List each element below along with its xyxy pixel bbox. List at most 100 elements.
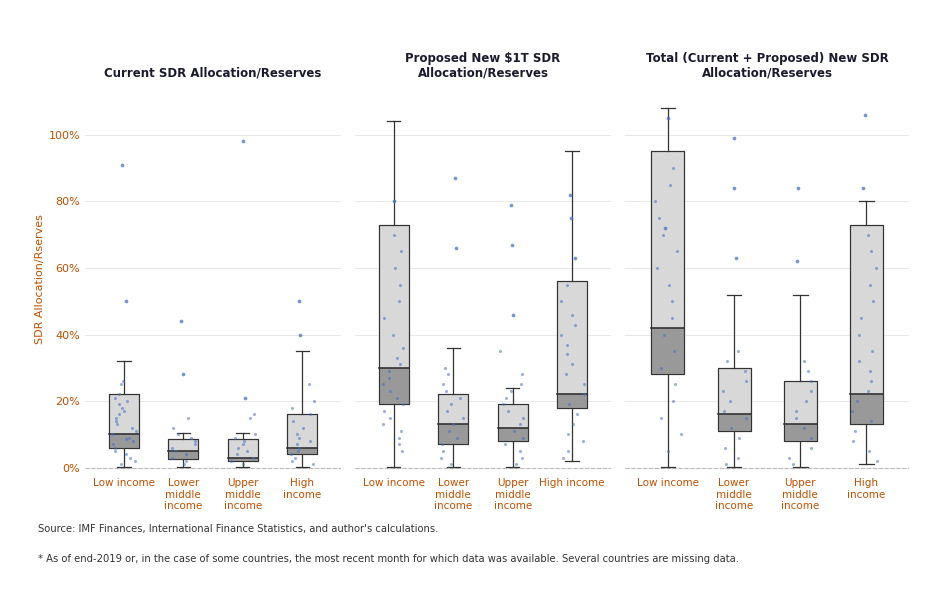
Point [577, 390, 592, 399]
Point [175, 370, 190, 379]
Point [649, 263, 664, 273]
Point [108, 443, 123, 453]
Point [391, 296, 406, 306]
Point [180, 413, 195, 422]
Point [861, 230, 876, 239]
Point [128, 426, 143, 436]
Point [845, 406, 860, 416]
Bar [109, 395, 139, 448]
Point [109, 419, 124, 429]
Point [176, 459, 191, 469]
Bar [109, 395, 139, 448]
Point [387, 263, 402, 273]
Point [668, 379, 683, 389]
Point [382, 386, 397, 396]
Point [434, 453, 449, 462]
Point [849, 396, 865, 406]
Point [560, 350, 575, 359]
Point [448, 173, 463, 183]
Point [509, 459, 524, 469]
Point [648, 196, 663, 206]
Point [663, 180, 678, 190]
Point [803, 376, 818, 386]
Point [739, 413, 754, 422]
Point [851, 356, 867, 366]
Point [168, 446, 183, 456]
Bar [438, 395, 468, 444]
Point [295, 423, 311, 433]
Point [391, 439, 406, 449]
Point [726, 133, 742, 143]
Point [111, 390, 126, 399]
Bar [557, 281, 587, 408]
Point [302, 410, 317, 419]
Point [125, 423, 140, 433]
Point [553, 296, 568, 306]
Bar [438, 424, 468, 444]
Point [383, 413, 398, 422]
Point [456, 413, 471, 422]
Point [863, 416, 878, 426]
Point [739, 376, 754, 386]
Bar [379, 225, 409, 404]
Point [513, 379, 528, 389]
Point [664, 296, 679, 306]
Bar [498, 404, 527, 441]
Point [665, 396, 680, 406]
Bar [379, 225, 409, 404]
Point [505, 240, 520, 250]
Point [230, 443, 245, 453]
Point [118, 450, 134, 459]
Point [119, 396, 134, 406]
Point [865, 346, 880, 356]
Point [655, 230, 670, 239]
Bar [718, 368, 751, 431]
Point [245, 453, 260, 462]
Point [567, 253, 582, 263]
Title: Current SDR Allocation/Reserves: Current SDR Allocation/Reserves [104, 67, 322, 79]
Bar [783, 381, 816, 441]
Point [223, 456, 239, 466]
Point [664, 313, 679, 323]
Point [863, 280, 878, 290]
Point [674, 430, 689, 439]
Point [660, 446, 675, 456]
Point [576, 379, 591, 389]
Point [860, 386, 875, 396]
Point [732, 433, 747, 442]
Point [515, 413, 530, 422]
Point [564, 310, 580, 319]
Point [505, 310, 520, 319]
Point [377, 406, 392, 416]
Point [796, 356, 812, 366]
Point [292, 443, 307, 453]
Point [512, 446, 527, 456]
Point [115, 403, 130, 413]
Point [716, 386, 731, 396]
Point [848, 426, 863, 436]
Point [104, 430, 119, 439]
Bar [228, 458, 258, 461]
Point [125, 436, 140, 446]
Point [720, 356, 735, 366]
Point [301, 379, 316, 389]
Point [513, 419, 528, 429]
Point [653, 363, 669, 373]
Point [727, 183, 742, 193]
Point [555, 453, 570, 462]
Point [730, 453, 745, 462]
Text: Source: IMF Finances, International Finance Statistics, and author's calculation: Source: IMF Finances, International Fina… [38, 524, 438, 534]
Bar [652, 152, 685, 375]
Bar [169, 439, 198, 459]
Point [292, 296, 307, 306]
Point [105, 439, 120, 449]
Point [563, 190, 578, 199]
Point [804, 443, 819, 453]
Title: Total (Current + Proposed) New SDR
Allocation/Reserves: Total (Current + Proposed) New SDR Alloc… [646, 52, 888, 79]
Point [492, 346, 508, 356]
Point [563, 213, 579, 223]
Point [503, 386, 518, 396]
Point [115, 160, 130, 170]
Point [553, 330, 568, 339]
Point [247, 430, 262, 439]
